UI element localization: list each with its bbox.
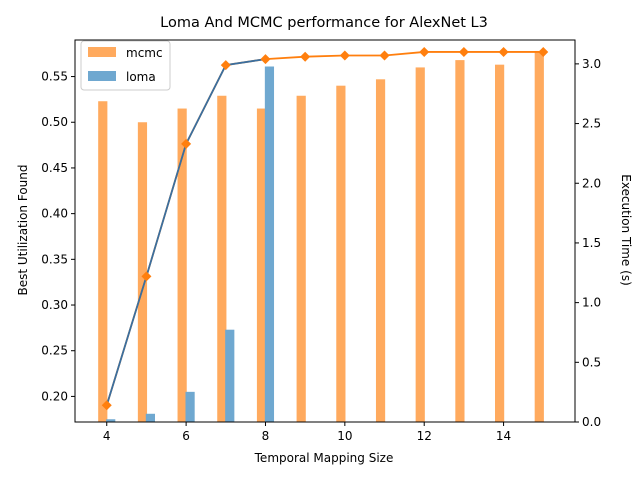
lines-layer [101, 46, 549, 411]
marker-execution-time-9 [300, 51, 311, 62]
x-axis-label: Temporal Mapping Size [254, 451, 394, 465]
chart-title: Loma And MCMC performance for AlexNet L3 [160, 15, 488, 31]
bar-mcmc-10 [336, 85, 346, 422]
plot-frame [74, 39, 576, 423]
y2-tick-label-1.0: 1.0 [582, 296, 601, 310]
legend-swatch-loma [88, 71, 116, 81]
y2-tick-label-2.5: 2.5 [582, 117, 601, 131]
x-tick-label-8: 8 [262, 429, 270, 443]
marker-execution-time-10 [339, 50, 350, 61]
y2-tick-label-0.5: 0.5 [582, 355, 601, 369]
marker-execution-time-14 [498, 46, 509, 57]
bar-mcmc-8 [256, 108, 267, 422]
y2-tick-label-2.0: 2.0 [582, 176, 601, 190]
bar-loma-6 [185, 391, 195, 422]
marker-execution-time-12 [419, 46, 430, 57]
bar-loma-8 [264, 66, 275, 422]
y-tick-label-0.40: 0.40 [41, 207, 68, 221]
bar-mcmc-6 [177, 108, 187, 422]
marker-execution-time-11 [379, 50, 390, 61]
y2-axis-label: Execution Time (s) [619, 174, 633, 286]
x-tick-label-6: 6 [182, 429, 190, 443]
y-tick-label-0.20: 0.20 [41, 389, 68, 403]
y-tick-label-0.45: 0.45 [41, 161, 68, 175]
bar-mcmc-13 [455, 60, 465, 423]
y-tick-label-0.35: 0.35 [41, 252, 68, 266]
marker-execution-time-13 [458, 46, 469, 57]
bar-mcmc-7 [217, 95, 227, 422]
marker-execution-time-6 [181, 138, 192, 149]
legend-label-loma: loma [126, 70, 156, 84]
bar-mcmc-11 [375, 79, 386, 423]
bar-mcmc-4 [98, 101, 108, 422]
y2-tick-label-0.0: 0.0 [582, 415, 601, 429]
x-tick-label-12: 12 [417, 429, 432, 443]
bar-loma-5 [145, 413, 155, 422]
marker-execution-time-8 [260, 54, 271, 65]
bar-loma-7 [225, 329, 235, 422]
legend-swatch-mcmc [88, 47, 116, 57]
y-tick-label-0.30: 0.30 [41, 298, 68, 312]
x-tick-label-14: 14 [496, 429, 511, 443]
ticks-layer: 4 6 8 10 12 14 0.20 0.25 0.30 0.35 0.40 0.45 0.50 0.5… [41, 57, 601, 443]
y2-tick-label-1.5: 1.5 [582, 236, 601, 250]
bars-layer [98, 50, 544, 423]
y-axis-label: Best Utilization Found [16, 165, 30, 296]
y-tick-label-0.25: 0.25 [41, 344, 68, 358]
x-tick-label-10: 10 [337, 429, 352, 443]
bar-loma-4 [106, 419, 116, 422]
bar-mcmc-14 [495, 64, 505, 423]
y2-tick-label-3.0: 3.0 [582, 57, 601, 71]
legend: mcmc loma [80, 40, 171, 91]
marker-execution-time-4 [101, 400, 112, 411]
legend-label-mcmc: mcmc [126, 46, 163, 60]
marker-execution-time-15 [538, 46, 549, 57]
bar-mcmc-15 [534, 50, 544, 422]
bar-mcmc-12 [415, 67, 425, 423]
y-tick-label-0.55: 0.55 [41, 70, 68, 84]
marker-execution-time-7 [220, 60, 231, 71]
y-tick-label-0.50: 0.50 [41, 115, 68, 129]
x-tick-label-4: 4 [103, 429, 111, 443]
marker-execution-time-5 [141, 271, 152, 282]
bar-mcmc-5 [137, 122, 148, 422]
bar-mcmc-9 [296, 95, 306, 422]
